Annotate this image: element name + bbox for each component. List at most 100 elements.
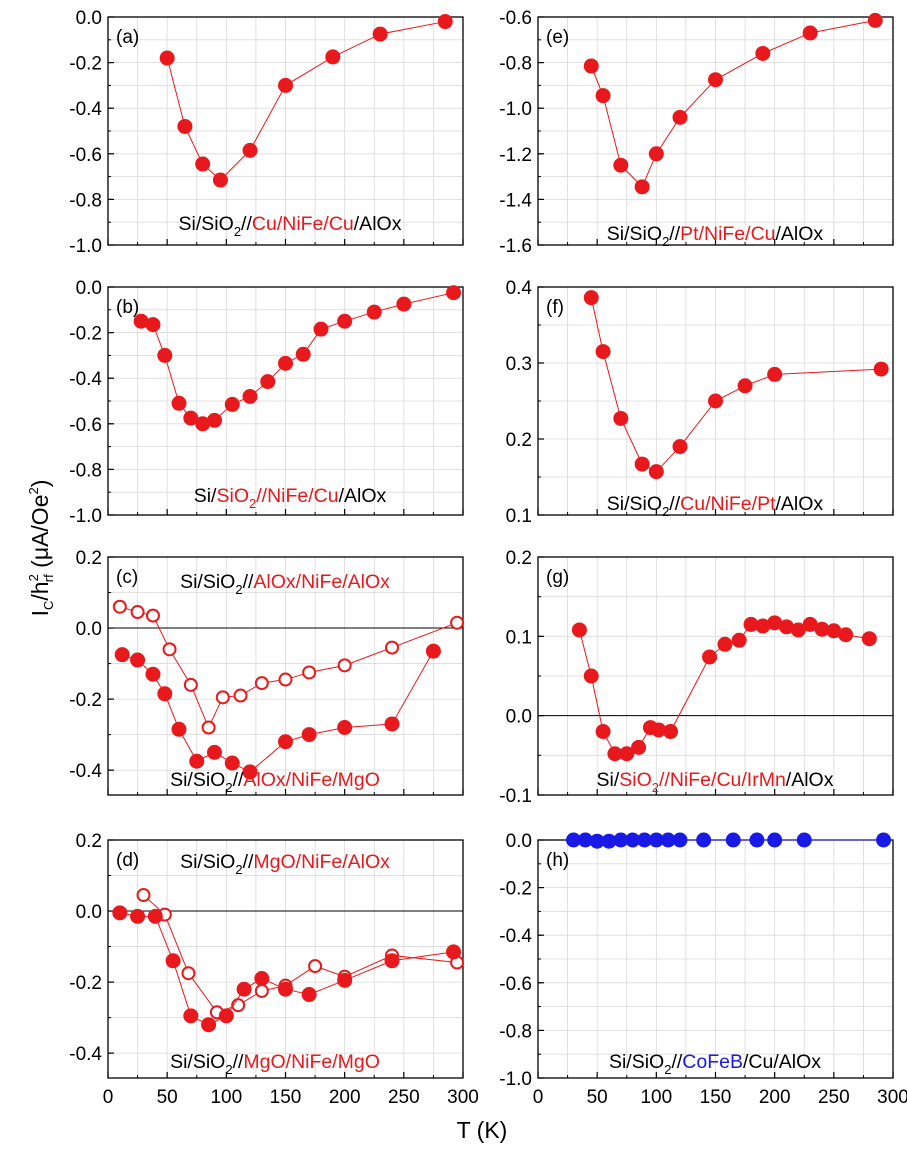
y-tick-label: 0.0	[76, 619, 102, 640]
data-point	[145, 317, 161, 333]
data-point	[796, 832, 812, 848]
series-filled	[159, 14, 453, 188]
sample-label-part: //	[233, 1051, 244, 1073]
x-tick-label: 0	[533, 1087, 544, 1108]
sample-label-part: Si/	[597, 769, 620, 791]
data-point	[731, 632, 747, 648]
y-tick-label: -0.1	[499, 786, 532, 807]
data-point	[260, 374, 276, 390]
data-point	[171, 721, 187, 737]
data-point	[634, 456, 650, 472]
y-tick-label: 0.4	[506, 278, 533, 299]
y-tick-label: 0.2	[506, 548, 532, 569]
x-tick-label: 50	[157, 1087, 178, 1108]
y-tick-label: -0.4	[69, 99, 102, 120]
data-point	[337, 720, 353, 736]
x-tick-label: 100	[640, 1087, 672, 1108]
data-point	[254, 983, 269, 998]
x-tick-label: 100	[210, 1087, 242, 1108]
series-filled	[571, 615, 877, 762]
panel-h: 0.0 -0.2 -0.4 -0.6 -0.8 -1.00 50 100 150 200 250 30…	[499, 831, 907, 1108]
data-point	[130, 908, 146, 924]
y-tick-label: -0.6	[69, 415, 102, 436]
y-axis-title: IC/h2rf (μA/Oe2)	[26, 480, 56, 617]
data-point	[613, 410, 629, 426]
data-point	[425, 643, 441, 659]
data-point	[183, 1008, 199, 1024]
data-point	[177, 118, 193, 134]
series-line	[119, 606, 458, 729]
x-tick-label: 150	[700, 1087, 732, 1108]
sample-label-part: 2	[662, 504, 669, 519]
sample-label-top-part: //	[243, 571, 254, 593]
data-point	[396, 296, 412, 312]
panel-letter: (c)	[116, 567, 138, 588]
data-point	[147, 908, 163, 924]
panel-letter: (h)	[546, 850, 569, 871]
sample-label: Si/SiO2//Cu/NiFe/Pt/AlOx	[607, 493, 824, 519]
data-point	[672, 439, 688, 455]
series-filled	[566, 832, 892, 849]
y-tick-label: 0.1	[506, 506, 532, 527]
sample-label-part: SiO	[619, 769, 652, 791]
data-point	[876, 832, 892, 848]
panel-letter: (f)	[546, 297, 564, 318]
data-point	[254, 971, 270, 987]
data-point	[201, 720, 216, 735]
sample-label-part: //	[241, 213, 252, 235]
y-title-sub1: C	[41, 601, 56, 610]
panel-e: -0.6 -0.8 -1.0 -1.2 -1.4 -1.6 (e) Si/SiO2//Pt/N…	[499, 8, 894, 257]
y-tick-label: 0.0	[76, 902, 102, 923]
data-point	[130, 605, 145, 620]
sample-label-part: //NiFe/Cu	[256, 485, 338, 507]
panel-d: 0.2 0.0 -0.2 -0.4 0 50 100 150 200 250 300 (d) Si/Si…	[69, 831, 479, 1108]
sample-label-part: /AlOx	[776, 223, 824, 245]
y-tick-label: -0.6	[499, 974, 532, 995]
y-tick-label: -0.8	[499, 54, 532, 75]
data-point	[278, 672, 293, 687]
y-tick-label: 0.0	[76, 278, 102, 299]
sample-label-part: Si/	[194, 485, 217, 507]
data-point	[165, 953, 181, 969]
sample-label-part: SiO	[216, 485, 249, 507]
x-tick-label: 0	[103, 1087, 114, 1108]
y-tick-label: 0.2	[76, 831, 102, 852]
y-tick-label: 0.3	[506, 354, 532, 375]
data-point	[278, 355, 293, 371]
data-point	[867, 12, 883, 28]
data-point	[702, 649, 718, 665]
sample-label-top-part: 2	[235, 582, 242, 597]
y-tick-label: -0.4	[69, 369, 102, 390]
data-point	[802, 25, 818, 41]
data-point	[696, 832, 712, 848]
data-point	[631, 739, 647, 755]
y-title-sup: 2	[26, 574, 41, 581]
data-point	[159, 50, 175, 66]
sample-label-top-part: 2	[235, 862, 242, 877]
series-open	[112, 599, 465, 735]
data-point	[325, 49, 341, 65]
data-point	[384, 716, 400, 732]
data-point	[302, 665, 317, 680]
panel-letter: (a)	[116, 27, 139, 48]
series-line	[590, 19, 876, 188]
data-point	[183, 677, 198, 692]
y-title-unit: (μA/Oe	[27, 495, 53, 575]
y-tick-label: -0.4	[69, 1044, 102, 1065]
y-tick-label: -1.2	[499, 145, 532, 166]
series-filled	[133, 285, 462, 432]
series-filled	[114, 643, 441, 780]
series-line	[143, 894, 458, 1013]
data-point	[233, 688, 248, 703]
sample-label-part: /AlOx	[354, 213, 402, 235]
sample-label-part: /AlOx	[776, 493, 824, 515]
data-point	[337, 313, 353, 329]
panel-letter: (e)	[546, 27, 569, 48]
y-tick-label: -0.2	[69, 973, 102, 994]
data-point	[446, 285, 462, 301]
sample-label-part: //	[671, 1051, 682, 1073]
data-point	[708, 72, 723, 88]
data-point	[218, 1008, 234, 1024]
sample-label-part: Cu/NiFe/Cu	[252, 213, 354, 235]
y-title-unit-close: )	[27, 480, 53, 488]
